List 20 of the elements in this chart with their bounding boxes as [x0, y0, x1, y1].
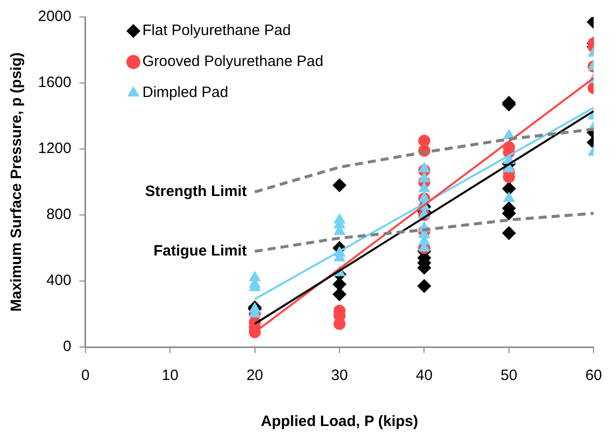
x-tick-label: 40: [416, 367, 433, 384]
y-tick-label: 2000: [38, 8, 72, 26]
series-label: Strength Limit: [145, 183, 247, 200]
y-tick-label: 400: [46, 272, 72, 290]
legend-label: Flat Polyurethane Pad: [142, 22, 291, 40]
x-tick-label: 30: [331, 367, 348, 384]
x-tick-label: 50: [500, 367, 518, 384]
x-tick-label: 10: [162, 367, 178, 384]
legend-label: Grooved Polyurethane Pad: [142, 53, 324, 70]
series-label: Fatigue Limit: [153, 242, 247, 260]
x-axis-title: Applied Load, P (kips): [260, 413, 418, 430]
y-tick-label: 1600: [38, 74, 72, 92]
y-tick-label: 1200: [38, 140, 72, 158]
legend-label: Dimpled Pad: [142, 84, 228, 102]
x-tick-label: 60: [585, 367, 602, 384]
x-tick-label: 20: [246, 367, 264, 384]
x-tick-label: 0: [81, 367, 90, 384]
y-tick-label: 800: [46, 206, 72, 224]
y-axis-title: Maximum Surface Pressure, p (psig): [8, 52, 26, 312]
y-tick-label: 0: [63, 338, 72, 356]
